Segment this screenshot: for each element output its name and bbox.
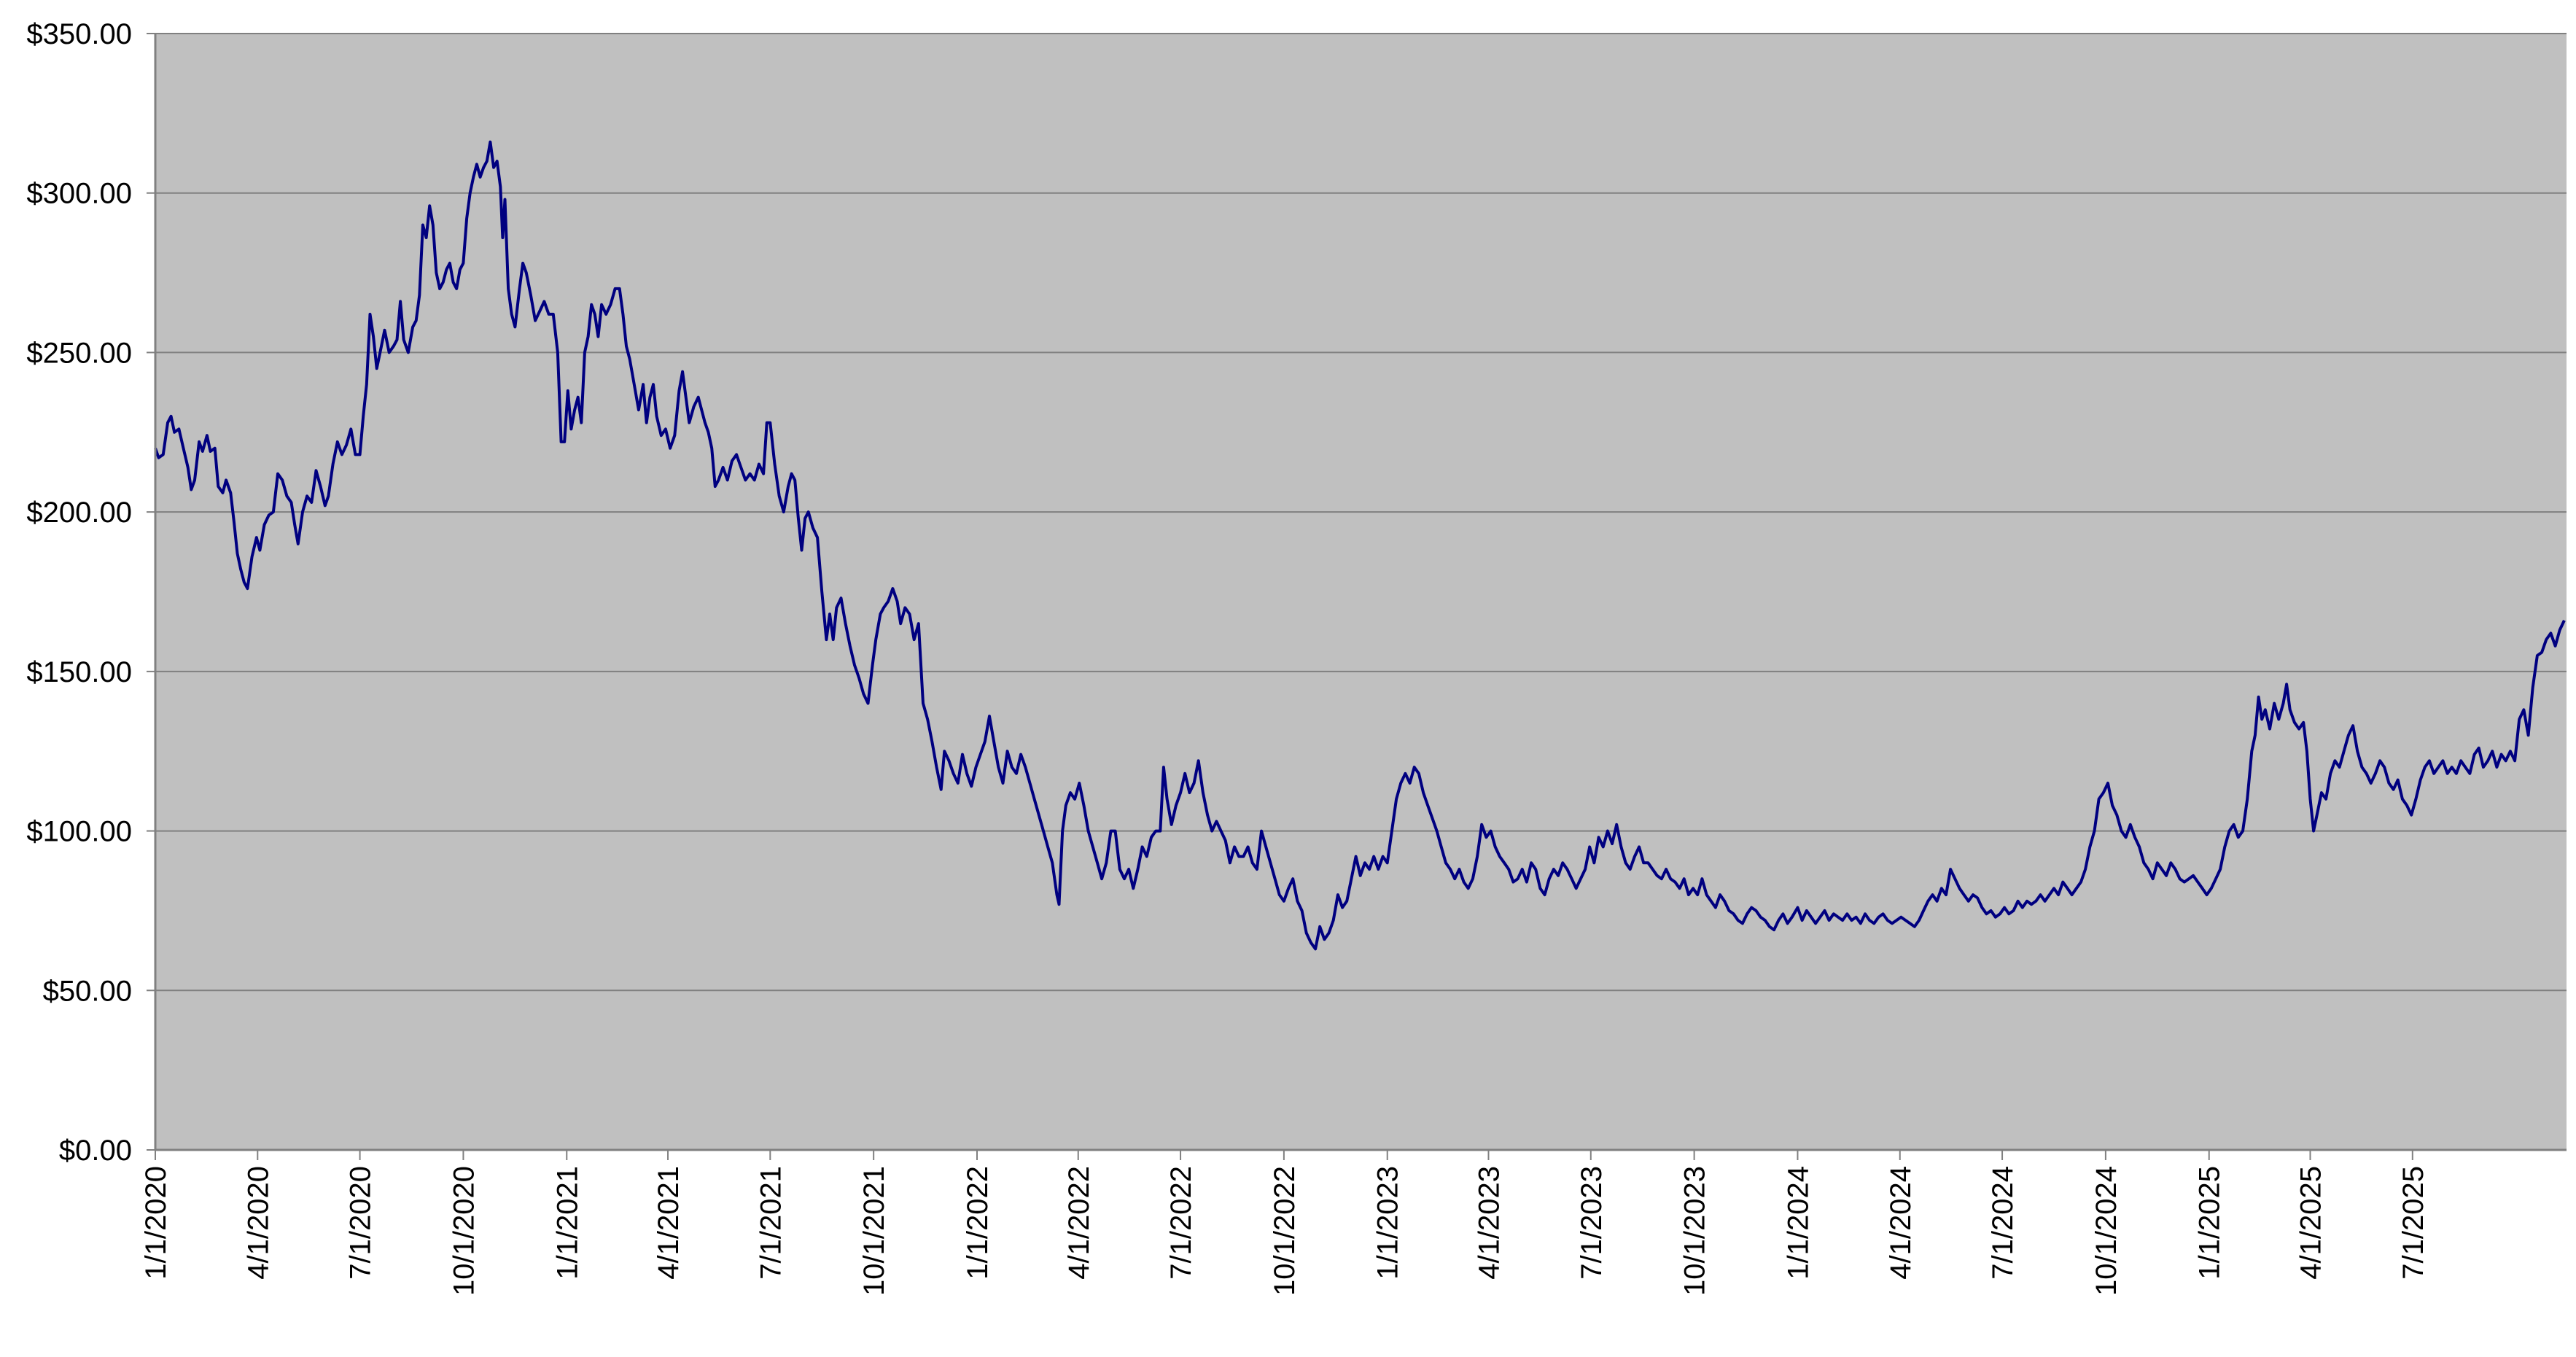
x-tick-label: 7/1/2021 <box>755 1166 787 1280</box>
y-axis-tick-labels: $0.00 $50.00 $100.00 $150.00 $200.00 $250.00 $… <box>26 18 155 1167</box>
plot-area <box>155 34 2567 1150</box>
x-tick-label: 7/1/2024 <box>1987 1166 2019 1280</box>
x-tick-label: 10/1/2023 <box>1679 1166 1711 1296</box>
y-tick-label: $150.00 <box>26 656 132 688</box>
y-tick-label: $250.00 <box>26 337 132 369</box>
y-tick-label: $100.00 <box>26 816 132 848</box>
x-tick-label: 10/1/2020 <box>448 1166 480 1296</box>
x-tick-label: 1/1/2021 <box>551 1166 583 1280</box>
y-tick-label: $350.00 <box>26 18 132 50</box>
y-tick-label: $0.00 <box>59 1135 132 1167</box>
x-tick-label: 10/1/2024 <box>2090 1166 2122 1296</box>
x-tick-label: 4/1/2020 <box>242 1166 274 1280</box>
x-tick-label: 7/1/2023 <box>1576 1166 1608 1280</box>
axes <box>154 34 2567 1151</box>
x-tick-label: 10/1/2021 <box>858 1166 890 1296</box>
x-tick-label: 10/1/2022 <box>1269 1166 1301 1296</box>
x-tick-label: 1/1/2025 <box>2194 1166 2226 1280</box>
x-tick-label: 7/1/2022 <box>1165 1166 1197 1280</box>
x-tick-label: 7/1/2020 <box>345 1166 377 1280</box>
y-tick-label: $50.00 <box>43 975 132 1007</box>
x-tick-label: 1/1/2022 <box>962 1166 994 1280</box>
x-tick-label: 4/1/2021 <box>653 1166 685 1280</box>
x-tick-label: 4/1/2023 <box>1473 1166 1505 1280</box>
x-tick-label: 4/1/2024 <box>1885 1166 1917 1280</box>
x-tick-label: 4/1/2025 <box>2295 1166 2327 1280</box>
x-tick-label: 1/1/2024 <box>1782 1166 1814 1280</box>
x-tick-label: 1/1/2020 <box>140 1166 172 1280</box>
y-tick-label: $200.00 <box>26 497 132 529</box>
x-tick-label: 4/1/2022 <box>1063 1166 1095 1280</box>
x-axis-tick-labels: 1/1/2020 4/1/2020 7/1/2020 10/1/2020 1/1/202… <box>140 1150 2429 1296</box>
price-line <box>154 140 2566 951</box>
y-tick-label: $300.00 <box>26 178 132 210</box>
x-tick-label: 7/1/2025 <box>2397 1166 2429 1280</box>
x-tick-label: 1/1/2023 <box>1372 1166 1404 1280</box>
